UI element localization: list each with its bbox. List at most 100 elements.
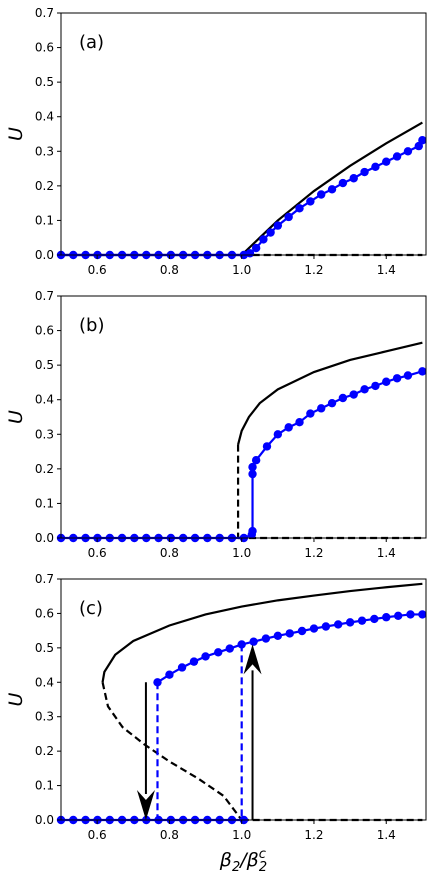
hysteresis-arrow-head-up-icon	[243, 644, 262, 675]
data-point-marker	[284, 212, 293, 222]
data-point-marker	[382, 377, 391, 386]
data-point-marker	[295, 204, 304, 213]
y-tick-label: 0.2	[35, 462, 54, 476]
y-tick-label: 0.1	[35, 779, 54, 793]
data-point-marker	[370, 614, 379, 624]
axes-frame	[60, 295, 427, 539]
panel-plot-area	[56, 582, 426, 825]
marker-connector-line	[156, 613, 423, 684]
data-point-marker	[259, 235, 268, 244]
data-point-marker	[327, 185, 337, 194]
data-point-marker	[248, 462, 257, 472]
data-point-marker	[306, 409, 315, 418]
y-tick-label: 0.5	[35, 358, 54, 372]
data-point-marker	[297, 626, 307, 636]
solid-branch-line	[101, 582, 423, 683]
data-point-marker	[262, 442, 272, 451]
data-point-marker	[338, 178, 348, 188]
data-point-marker	[403, 147, 413, 156]
y-tick-label: 0.5	[35, 641, 54, 655]
y-tick-label: 0.3	[35, 144, 54, 158]
y-tick-label: 0.3	[35, 710, 54, 724]
data-point-marker	[153, 678, 162, 687]
y-tick-label: 0.4	[35, 110, 54, 124]
marker-connector-line	[61, 139, 424, 257]
data-point-marker	[393, 611, 403, 621]
y-tick-label: 0.1	[35, 496, 54, 510]
data-point-marker	[248, 469, 257, 479]
data-point-marker	[382, 157, 391, 166]
x-tick-label: 1.0	[232, 263, 251, 277]
y-tick-label: 0.6	[35, 41, 54, 55]
y-tick-label: 0.0	[35, 813, 54, 827]
y-tick-label: 0.7	[35, 289, 54, 303]
y-tick-label: 0.2	[35, 179, 54, 193]
y-axis-label: U	[5, 692, 27, 706]
data-point-marker	[418, 610, 426, 619]
data-point-marker	[321, 622, 331, 631]
data-point-marker	[306, 197, 315, 206]
x-tick-label: 0.6	[88, 263, 107, 277]
x-tick-label: 1.2	[304, 263, 323, 277]
data-point-marker	[189, 657, 199, 666]
data-point-marker	[214, 648, 223, 657]
data-point-marker	[225, 644, 234, 653]
data-point-marker	[418, 136, 426, 145]
hysteresis-arrow-head-down-icon	[136, 790, 155, 820]
data-point-marker	[295, 417, 304, 427]
y-tick-label: 0.4	[35, 675, 54, 689]
data-point-marker	[309, 624, 319, 633]
solid-branch-line	[61, 121, 423, 257]
y-tick-label: 0.0	[35, 531, 54, 545]
panel-plot-area	[56, 341, 426, 543]
marker-connector-line	[61, 370, 423, 540]
y-tick-label: 0.6	[35, 606, 54, 620]
data-point-marker	[317, 404, 326, 413]
data-point-marker	[360, 385, 369, 394]
y-tick-label: 0.4	[35, 393, 54, 407]
data-point-marker	[261, 634, 271, 643]
data-point-marker	[284, 423, 293, 432]
data-point-marker	[249, 637, 258, 646]
y-tick-label: 0.1	[35, 213, 54, 227]
data-point-marker	[317, 190, 326, 199]
x-tick-label: 1.0	[232, 828, 251, 842]
data-point-marker	[327, 398, 337, 408]
data-point-marker	[251, 456, 261, 465]
y-tick-label: 0.3	[35, 427, 54, 441]
data-point-marker	[392, 374, 402, 383]
x-axis-label: β2/βc 2	[219, 847, 267, 875]
x-tick-label: 1.4	[377, 546, 396, 560]
x-tick-label: 1.0	[232, 546, 251, 560]
data-point-marker	[273, 430, 283, 439]
solid-branch-line	[237, 341, 423, 445]
axes-frame	[60, 12, 427, 256]
data-point-marker	[248, 526, 257, 536]
data-point-marker	[349, 390, 358, 399]
y-tick-label: 0.6	[35, 324, 54, 338]
x-tick-label: 1.2	[304, 828, 323, 842]
data-point-marker	[338, 393, 348, 403]
data-point-marker	[349, 174, 358, 183]
data-point-marker	[273, 631, 283, 641]
data-point-marker	[382, 613, 391, 622]
data-point-marker	[237, 640, 246, 649]
data-point-marker	[266, 228, 275, 237]
panel-plot-area	[56, 121, 426, 260]
panel-label: (b)	[79, 315, 104, 336]
axes-frame	[60, 578, 427, 821]
data-point-marker	[251, 243, 261, 253]
y-tick-label: 0.2	[35, 744, 54, 758]
data-point-marker	[345, 618, 355, 627]
data-point-marker	[360, 167, 369, 177]
data-point-marker	[406, 610, 415, 619]
y-tick-label: 0.7	[35, 6, 54, 20]
x-tick-label: 1.4	[377, 263, 396, 277]
panel-label: (c)	[79, 598, 103, 619]
data-point-marker	[403, 371, 413, 380]
data-point-marker	[371, 381, 380, 391]
dashed-branch-line	[101, 682, 243, 821]
x-tick-label: 0.8	[160, 546, 179, 560]
y-axis-label: U	[5, 410, 27, 424]
